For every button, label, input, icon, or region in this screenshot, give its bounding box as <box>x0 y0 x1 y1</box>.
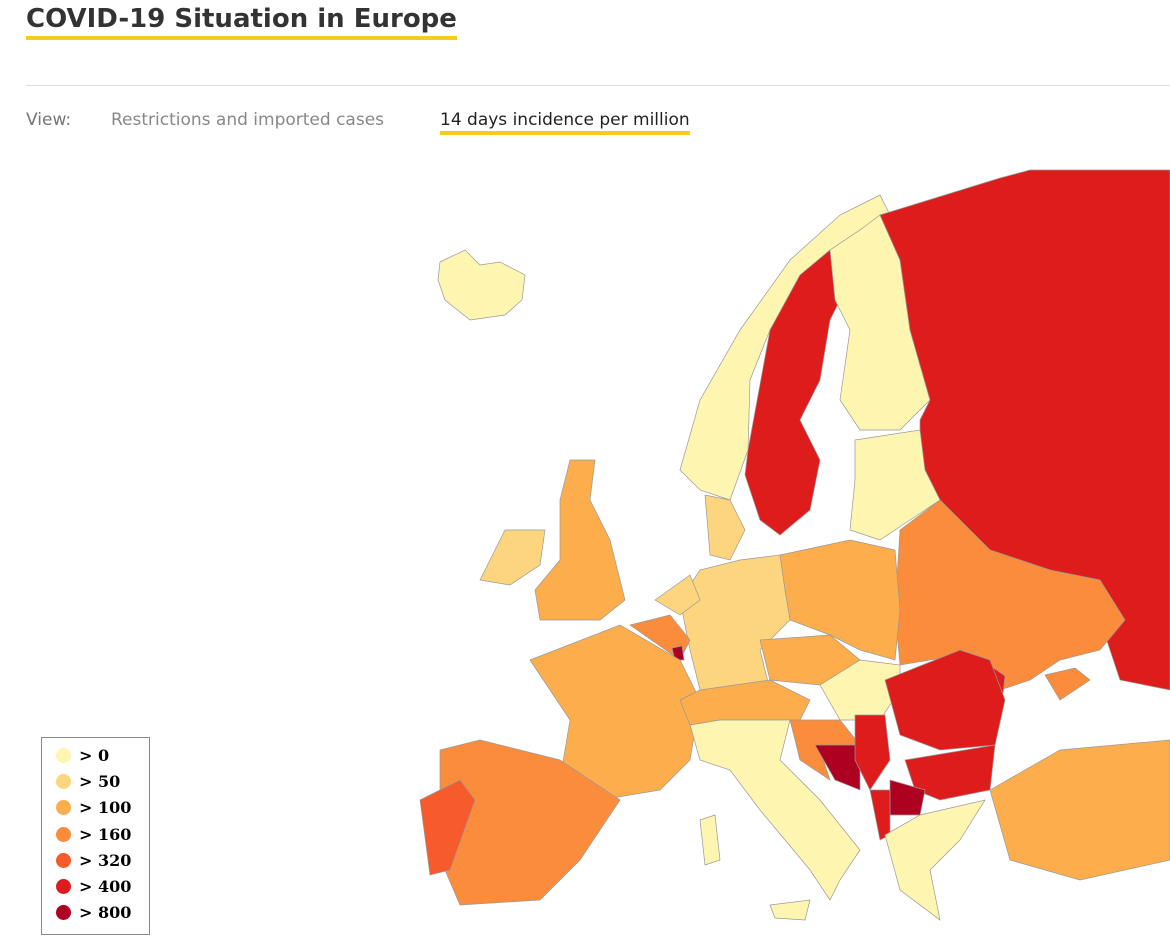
country[interactable] <box>854 714 891 791</box>
country[interactable] <box>704 494 746 561</box>
country[interactable] <box>829 214 931 431</box>
legend-label: > 320 <box>79 850 132 870</box>
country[interactable] <box>534 459 626 621</box>
legend-swatch <box>56 774 71 790</box>
legend-swatch <box>56 905 71 921</box>
legend-item: > 320 <box>56 848 131 874</box>
country[interactable] <box>699 814 721 866</box>
legend-item: > 0 <box>56 743 109 769</box>
country[interactable] <box>437 249 526 321</box>
legend-swatch <box>56 879 71 894</box>
view-tab[interactable]: 14 days incidence per million <box>440 110 690 135</box>
country[interactable] <box>814 744 861 791</box>
legend-swatch <box>56 748 71 763</box>
country[interactable] <box>884 649 1006 751</box>
country[interactable] <box>904 744 996 801</box>
country[interactable] <box>1044 667 1091 701</box>
legend-label: > 100 <box>79 798 132 818</box>
legend-label: > 160 <box>79 824 132 844</box>
legend-item: > 100 <box>56 795 131 821</box>
legend-label: > 0 <box>79 746 110 765</box>
country[interactable] <box>769 899 811 921</box>
legend-item: > 50 <box>56 769 120 795</box>
country[interactable] <box>989 739 1170 881</box>
divider <box>26 85 1170 86</box>
legend-item: > 800 <box>56 900 131 926</box>
legend-label: > 800 <box>79 903 132 923</box>
country[interactable] <box>884 799 986 921</box>
country[interactable] <box>744 249 846 536</box>
legend-swatch <box>56 852 71 868</box>
country[interactable] <box>654 574 701 616</box>
legend-label: > 400 <box>79 877 132 896</box>
country[interactable] <box>869 789 891 841</box>
legend: > 0 > 50 > 100 > 160 > 320 > 400 > 800 <box>41 737 150 935</box>
legend-swatch <box>56 826 71 842</box>
country[interactable] <box>479 529 546 586</box>
country[interactable] <box>894 499 1126 691</box>
country[interactable] <box>679 554 791 701</box>
legend-item: > 400 <box>56 874 131 900</box>
view-tab[interactable]: Restrictions and imported cases <box>111 110 385 130</box>
legend-swatch <box>56 800 71 816</box>
view-label: View: <box>26 110 72 130</box>
country[interactable] <box>419 779 476 876</box>
country[interactable] <box>671 645 685 661</box>
page-title: COVID-19 Situation in Europe <box>26 2 457 40</box>
country[interactable] <box>849 429 941 541</box>
country[interactable] <box>529 624 701 801</box>
legend-item: > 160 <box>56 822 131 848</box>
legend-label: > 50 <box>79 772 121 792</box>
